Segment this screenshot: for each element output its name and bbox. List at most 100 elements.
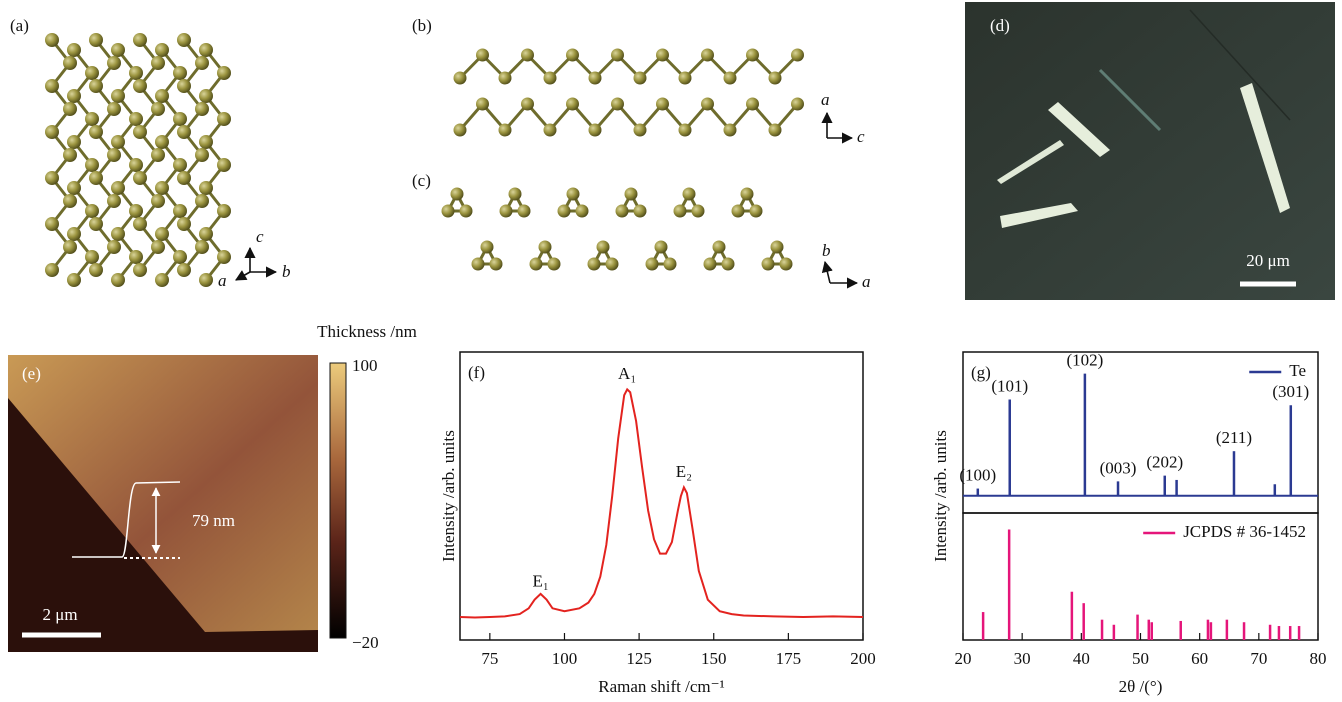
atom xyxy=(476,48,489,62)
panel-label: (g) xyxy=(971,363,991,382)
panel-label: (f) xyxy=(468,363,485,382)
x-tick-label: 125 xyxy=(626,649,652,668)
peak-label: (100) xyxy=(959,465,996,484)
axis-letter: b xyxy=(282,262,291,281)
atom xyxy=(615,204,629,218)
atom xyxy=(529,257,543,271)
legend-label: JCPDS # 36-1452 xyxy=(1183,522,1306,541)
atom xyxy=(63,148,77,162)
atom xyxy=(605,257,619,271)
atom xyxy=(566,97,579,111)
atom xyxy=(199,273,213,287)
peak-label: (211) xyxy=(1216,428,1252,447)
atom xyxy=(85,158,99,172)
lattice-c xyxy=(441,187,793,271)
legend-label: Te xyxy=(1289,361,1306,380)
atom xyxy=(678,123,692,137)
x-tick-label: 75 xyxy=(481,649,498,668)
atom xyxy=(587,257,601,271)
atom xyxy=(155,273,169,287)
atom xyxy=(195,240,209,254)
atom xyxy=(217,158,231,172)
atom xyxy=(155,43,169,57)
atom xyxy=(217,66,231,80)
atom xyxy=(624,187,638,201)
atom xyxy=(611,97,624,111)
atom xyxy=(151,56,165,70)
atom xyxy=(107,194,121,208)
atom xyxy=(89,125,103,139)
atom xyxy=(217,204,231,218)
x-tick-label: 200 xyxy=(850,649,876,668)
atom xyxy=(85,66,99,80)
atom xyxy=(173,250,187,264)
colorbar-tick-label: −20 xyxy=(352,633,379,652)
x-tick-label: 50 xyxy=(1132,649,1149,668)
atom xyxy=(177,125,191,139)
atom xyxy=(199,89,213,103)
atom xyxy=(633,123,647,137)
step-height: 79 nm xyxy=(192,511,235,530)
atom xyxy=(63,240,77,254)
peak-annotation: E₂ xyxy=(676,462,692,481)
axis-letter: a xyxy=(821,90,830,109)
atom xyxy=(133,125,147,139)
atom xyxy=(703,257,717,271)
atom xyxy=(749,204,763,218)
atom xyxy=(770,240,784,254)
lattice-b xyxy=(453,48,804,137)
atom xyxy=(129,158,143,172)
atom xyxy=(731,204,745,218)
panel-label: (a) xyxy=(10,16,29,35)
atom xyxy=(111,227,125,241)
atom xyxy=(63,194,77,208)
atom xyxy=(177,217,191,231)
atom xyxy=(133,263,147,277)
atom xyxy=(111,43,125,57)
x-tick-label: 175 xyxy=(776,649,802,668)
atom xyxy=(476,97,489,111)
y-axis-label: Intensity /arb. units xyxy=(931,430,950,562)
atom xyxy=(450,187,464,201)
x-tick-label: 100 xyxy=(552,649,578,668)
atom xyxy=(701,48,714,62)
atom xyxy=(195,194,209,208)
atom xyxy=(547,257,561,271)
atom xyxy=(557,204,571,218)
peak-annotation: E₁ xyxy=(532,571,548,590)
peak-label: (101) xyxy=(991,376,1028,395)
atom xyxy=(678,71,692,85)
atom xyxy=(173,158,187,172)
x-axis-label: 2θ /(°) xyxy=(1119,677,1163,696)
atom xyxy=(656,48,669,62)
atom xyxy=(107,240,121,254)
atom xyxy=(768,71,782,85)
atom xyxy=(489,257,503,271)
atom xyxy=(588,71,602,85)
atom xyxy=(217,250,231,264)
atom xyxy=(129,204,143,218)
plot-frame xyxy=(459,351,864,641)
atom xyxy=(67,43,81,57)
atom xyxy=(155,227,169,241)
atom xyxy=(566,187,580,201)
atom xyxy=(480,240,494,254)
atom xyxy=(177,33,191,47)
atom xyxy=(63,102,77,116)
atom xyxy=(761,257,775,271)
atom xyxy=(723,71,737,85)
atom xyxy=(173,66,187,80)
atom xyxy=(85,204,99,218)
atom xyxy=(155,181,169,195)
peak-label: (003) xyxy=(1100,458,1137,477)
atom xyxy=(151,148,165,162)
panel-label: (b) xyxy=(412,16,432,35)
afm-image xyxy=(8,355,347,652)
x-tick-label: 80 xyxy=(1310,649,1327,668)
atom xyxy=(701,97,714,111)
atom xyxy=(45,263,59,277)
atom xyxy=(596,240,610,254)
atom xyxy=(199,43,213,57)
atom xyxy=(543,71,557,85)
